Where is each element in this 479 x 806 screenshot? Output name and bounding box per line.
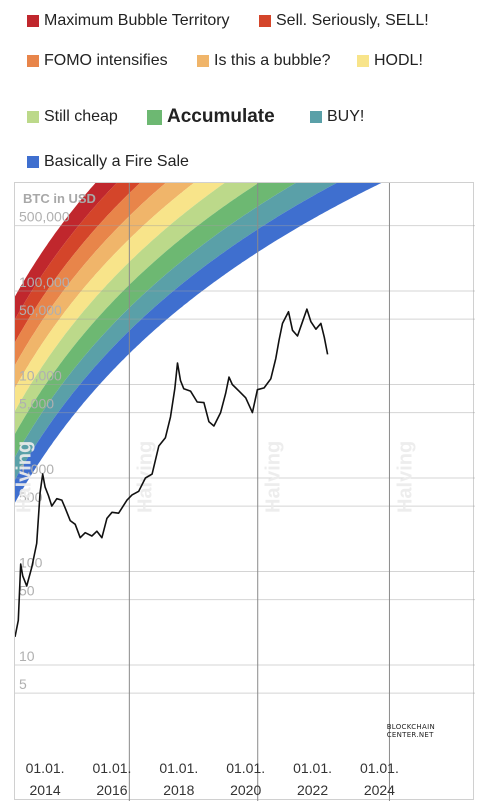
y-tick-label: 500 bbox=[19, 489, 43, 505]
legend-item-accumulate: Accumulate bbox=[147, 106, 275, 128]
x-tick-label: 01.01. bbox=[26, 760, 65, 776]
legend-swatch bbox=[27, 55, 39, 67]
rainbow-chart: 500,000 100,000 50,000 10,000 5,000 1,000 500 1… bbox=[7, 0, 475, 801]
legend-label: Is this a bubble? bbox=[214, 52, 331, 69]
chart-canvas: 500,000100,00050,00010,0005,0001,0005001… bbox=[7, 0, 475, 801]
y-tick-label: 500,000 bbox=[19, 209, 70, 225]
legend-label: Maximum Bubble Territory bbox=[44, 12, 230, 29]
x-tick-label: 2016 bbox=[96, 782, 127, 798]
legend-swatch bbox=[197, 55, 209, 67]
legend-label: Accumulate bbox=[167, 106, 275, 127]
legend-swatch bbox=[310, 111, 322, 123]
legend-item-bubble-question: Is this a bubble? bbox=[197, 52, 331, 70]
legend-row-1: Maximum Bubble Territory Sell. Seriously… bbox=[0, 8, 479, 38]
x-tick-label: 2018 bbox=[163, 782, 194, 798]
halving-label: Halving bbox=[134, 441, 156, 513]
legend-label: Still cheap bbox=[44, 108, 118, 125]
legend-label: Basically a Fire Sale bbox=[44, 153, 189, 170]
y-tick-label: 50 bbox=[19, 583, 35, 599]
halving-label: Halving bbox=[15, 441, 35, 513]
y-axis-label: BTC in USD bbox=[23, 191, 96, 206]
legend-item-hodl: HODL! bbox=[357, 52, 423, 70]
legend-item-sell: Sell. Seriously, SELL! bbox=[259, 12, 429, 30]
legend-swatch bbox=[27, 111, 39, 123]
legend-item-buy: BUY! bbox=[310, 108, 364, 126]
legend-label: HODL! bbox=[374, 52, 423, 69]
legend-row-4: Basically a Fire Sale bbox=[0, 149, 479, 179]
legend-swatch bbox=[27, 15, 39, 27]
y-tick-label: 5 bbox=[19, 676, 27, 692]
legend-item-still-cheap: Still cheap bbox=[27, 108, 118, 126]
y-tick-label: 10,000 bbox=[19, 368, 62, 384]
halving-label: Halving bbox=[263, 441, 285, 513]
legend-row-3: Still cheap Accumulate BUY! bbox=[0, 103, 479, 133]
y-tick-label: 10 bbox=[19, 648, 35, 664]
y-tick-label: 1,000 bbox=[19, 461, 54, 477]
legend-label: Sell. Seriously, SELL! bbox=[276, 12, 429, 29]
blockchaincenter-logo: BLOCKCHAIN CENTER.NET bbox=[387, 723, 435, 739]
x-tick-label: 2014 bbox=[30, 782, 61, 798]
legend-swatch bbox=[357, 55, 369, 67]
y-tick-label: 100 bbox=[19, 555, 43, 571]
logo-line-2: CENTER.NET bbox=[386, 731, 434, 739]
legend-item-fire-sale: Basically a Fire Sale bbox=[27, 153, 189, 171]
x-tick-label: 2024 bbox=[364, 782, 395, 798]
halving-label: Halving bbox=[394, 441, 416, 513]
legend-swatch bbox=[27, 156, 39, 168]
x-tick-label: 2022 bbox=[297, 782, 328, 798]
legend-swatch bbox=[147, 109, 162, 125]
legend-item-fomo: FOMO intensifies bbox=[27, 52, 168, 70]
x-tick-label: 2020 bbox=[230, 782, 261, 798]
x-tick-label: 01.01. bbox=[92, 760, 131, 776]
x-tick-label: 01.01. bbox=[159, 760, 198, 776]
y-tick-label: 5,000 bbox=[19, 396, 54, 412]
x-tick-label: 01.01. bbox=[293, 760, 332, 776]
x-tick-label: 01.01. bbox=[360, 760, 399, 776]
x-tick-label: 01.01. bbox=[226, 760, 265, 776]
legend-row-2: FOMO intensifies Is this a bubble? HODL! bbox=[0, 48, 479, 78]
y-tick-label: 50,000 bbox=[19, 302, 62, 318]
y-tick-label: 100,000 bbox=[19, 274, 70, 290]
price-line bbox=[14, 308, 329, 638]
legend-label: BUY! bbox=[327, 108, 365, 125]
legend-swatch bbox=[259, 15, 271, 27]
legend-label: FOMO intensifies bbox=[44, 52, 168, 69]
legend-item-maximum-bubble: Maximum Bubble Territory bbox=[27, 12, 230, 30]
logo-line-1: BLOCKCHAIN bbox=[386, 723, 435, 731]
